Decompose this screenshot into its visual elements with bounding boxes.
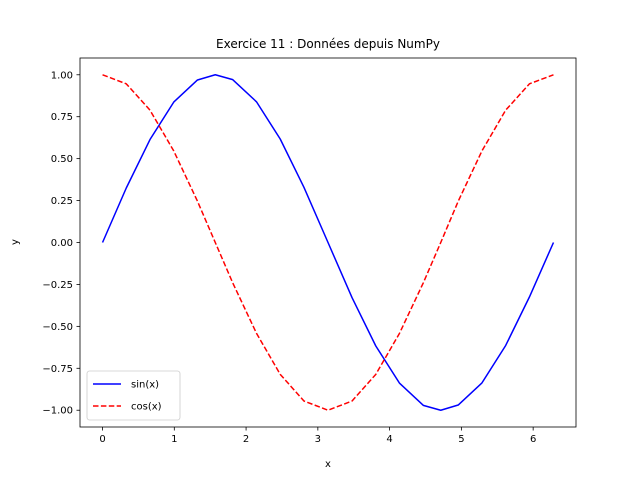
x-tick-label: 3 <box>315 434 321 445</box>
chart-title: Exercice 11 : Données depuis NumPy <box>216 37 440 51</box>
y-tick-label: −0.50 <box>42 322 73 333</box>
x-tick-label: 0 <box>99 434 105 445</box>
y-tick-label: 0.50 <box>51 154 73 165</box>
series-line-cos <box>102 74 554 411</box>
x-tick-label: 6 <box>530 434 536 445</box>
x-axis-label: x <box>325 459 331 470</box>
y-tick-label: 0.00 <box>51 238 73 249</box>
x-tick-label: 5 <box>458 434 464 445</box>
legend-label-cos: cos(x) <box>131 402 162 413</box>
x-tick-label: 1 <box>171 434 177 445</box>
legend-box <box>86 370 181 421</box>
y-tick-label: −0.25 <box>42 280 73 291</box>
y-tick-label: 0.25 <box>51 196 73 207</box>
y-axis-label: y <box>10 239 21 245</box>
y-tick-label: 1.00 <box>51 70 73 81</box>
plot-area: 0 1 2 3 4 5 6 −1.00 −0.75 −0.50 −0.25 0.00 0.25 0.50 0… <box>42 57 577 445</box>
x-tick-label: 2 <box>243 434 249 445</box>
legend-label-sin: sin(x) <box>131 380 159 391</box>
x-tick-label: 4 <box>386 434 392 445</box>
y-tick-label: −1.00 <box>42 406 73 417</box>
y-tick-label: −0.75 <box>42 364 73 375</box>
y-tick-label: 0.75 <box>51 112 73 123</box>
series-line-sin <box>101 74 555 411</box>
